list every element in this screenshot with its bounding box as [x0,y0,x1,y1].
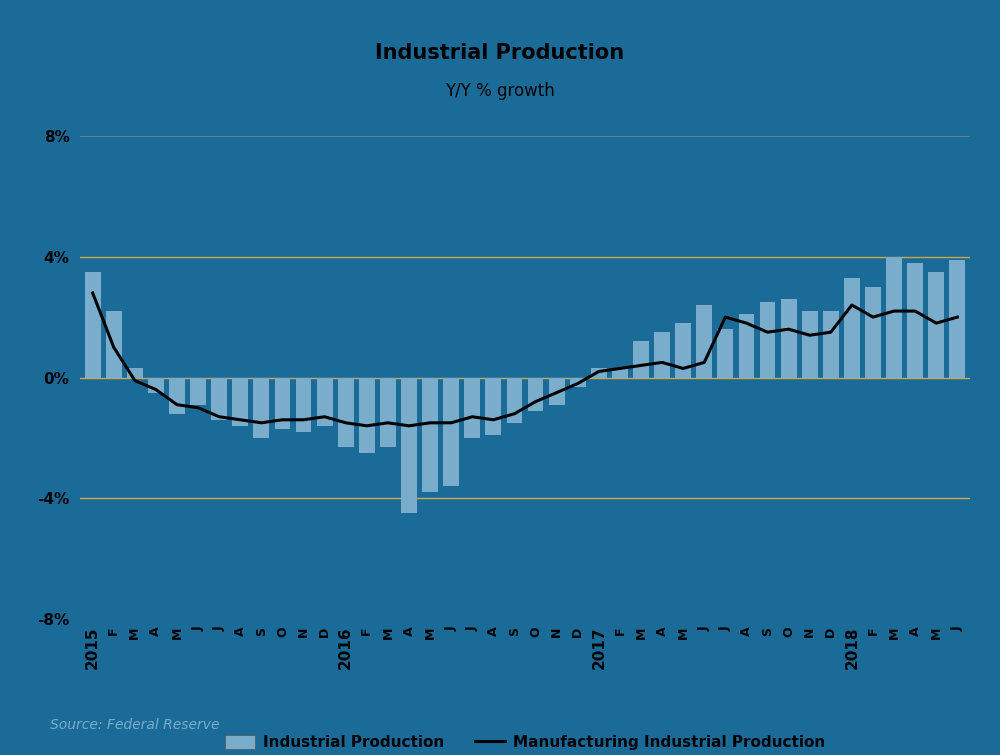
Bar [85,272,101,378]
Bar [190,378,206,405]
Bar [802,311,818,378]
Bar [296,378,311,432]
Bar [485,378,501,435]
Bar [253,378,269,438]
Bar [865,287,881,378]
Bar [317,378,333,426]
Bar [633,341,649,378]
Bar [443,378,459,486]
Bar [823,311,839,378]
Bar [338,378,354,447]
Bar [127,368,143,378]
Bar [232,378,248,426]
Bar [928,272,944,378]
Bar [781,299,797,378]
Bar [528,378,543,411]
Text: Y/Y % growth: Y/Y % growth [445,82,555,100]
Bar [380,378,396,447]
Text: Industrial Production: Industrial Production [375,43,625,63]
Bar [401,378,417,513]
Bar [739,314,754,378]
Bar [844,278,860,378]
Bar [169,378,185,414]
Legend: Industrial Production, Manufacturing Industrial Production: Industrial Production, Manufacturing Ind… [219,729,831,755]
Bar [464,378,480,438]
Bar [570,378,586,387]
Bar [612,368,628,378]
Bar [675,323,691,378]
Bar [549,378,565,405]
Bar [591,368,607,378]
Bar [422,378,438,492]
Bar [654,332,670,378]
Bar [886,257,902,378]
Text: Source: Federal Reserve: Source: Federal Reserve [50,718,220,732]
Bar [148,378,164,393]
Bar [760,302,775,378]
Bar [717,329,733,378]
Bar [907,263,923,378]
Bar [211,378,227,420]
Bar [949,260,965,378]
Bar [275,378,290,429]
Bar [696,305,712,378]
Bar [507,378,522,423]
Bar [359,378,375,453]
Bar [106,311,122,378]
